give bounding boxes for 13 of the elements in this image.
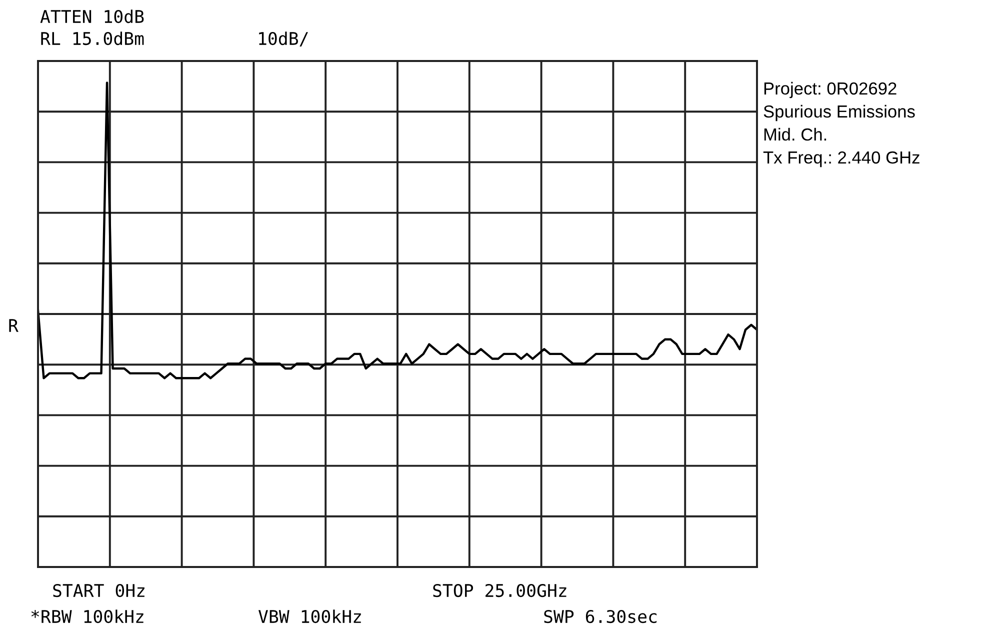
text: VBW 100kHz xyxy=(258,610,361,624)
text: ATTEN 10dB xyxy=(40,10,144,24)
text: Spurious Emissions xyxy=(764,104,915,122)
text: START 0Hz xyxy=(53,584,144,598)
text: SWP 6.30sec xyxy=(544,610,657,624)
text: STOP 25.00GHz xyxy=(433,584,566,598)
text: R xyxy=(9,319,18,332)
text: 10dB/ xyxy=(259,32,308,46)
text: Project: 0R02692 xyxy=(764,82,896,98)
text: *RBW 100kHz xyxy=(31,610,144,624)
text: Mid. Ch. xyxy=(764,128,826,141)
text: Tx Freq.: 2.440 GHz xyxy=(763,151,920,168)
text: RL 15.0dBm xyxy=(41,32,144,46)
